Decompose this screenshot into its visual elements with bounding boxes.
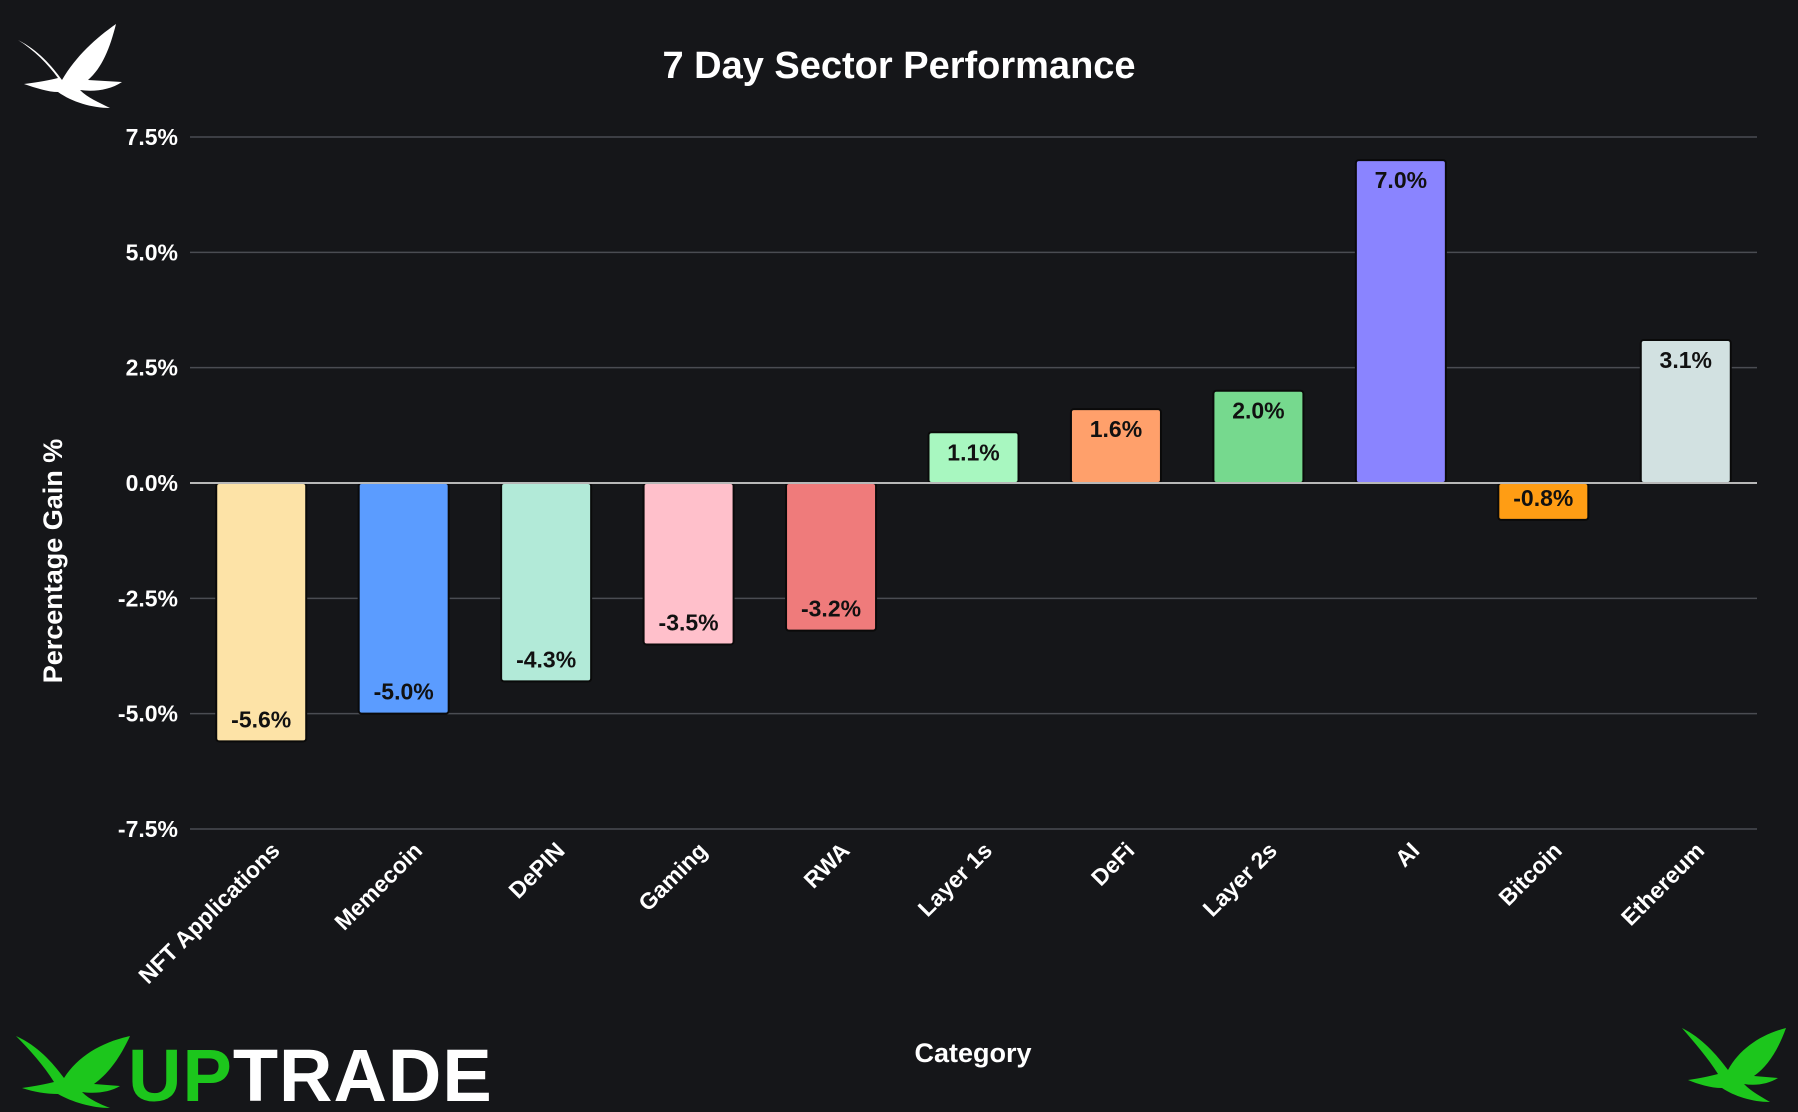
- data-label: 2.0%: [1232, 398, 1284, 424]
- x-tick-label: DeFi: [1086, 837, 1140, 891]
- x-tick-label: RWA: [799, 837, 855, 893]
- x-tick-label: Layer 1s: [913, 837, 997, 921]
- y-tick-label: -7.5%: [118, 816, 178, 842]
- data-label: 1.1%: [947, 439, 999, 465]
- brand-name-part1: UP: [128, 1034, 233, 1112]
- data-label: -0.8%: [1513, 485, 1573, 511]
- brand-bird-icon-right: [1682, 1028, 1786, 1102]
- brand-bird-icon: [16, 1036, 130, 1108]
- y-tick-label: -2.5%: [118, 585, 178, 611]
- x-axis-ticks: NFT Applications Memecoin DePIN Gaming RWA La…: [133, 837, 1709, 989]
- x-tick-label: Ethereum: [1616, 837, 1709, 930]
- brand-name-part2: TRADE: [233, 1034, 493, 1112]
- y-tick-label: 7.5%: [126, 124, 178, 150]
- y-axis-ticks: 7.5% 5.0% 2.5% 0.0% -2.5% -5.0% -7.5%: [118, 124, 178, 842]
- x-tick-label: Memecoin: [329, 837, 427, 935]
- data-label: -3.5%: [659, 609, 719, 635]
- x-tick-label: Layer 2s: [1198, 837, 1282, 921]
- x-axis-label: Category: [914, 1038, 1031, 1068]
- data-label: 1.6%: [1090, 416, 1142, 442]
- data-label: -3.2%: [801, 596, 861, 622]
- data-label: -4.3%: [516, 646, 576, 672]
- bird-logo-icon: [18, 24, 122, 108]
- bar: [1354, 159, 1447, 484]
- x-tick-label: DePIN: [503, 837, 569, 903]
- chart-title: 7 Day Sector Performance: [662, 45, 1135, 87]
- x-tick-label: NFT Applications: [133, 837, 285, 989]
- x-tick-label: Gaming: [633, 837, 712, 916]
- y-tick-label: 5.0%: [126, 239, 178, 265]
- y-axis-label: Percentage Gain %: [38, 439, 68, 684]
- data-label: 7.0%: [1375, 167, 1427, 193]
- y-tick-label: 0.0%: [126, 470, 178, 496]
- brand-name: UPTRADE: [128, 1034, 493, 1112]
- x-tick-label: Bitcoin: [1493, 837, 1567, 911]
- x-tick-label: AI: [1390, 837, 1425, 872]
- data-label: -5.6%: [231, 706, 291, 732]
- data-label: 3.1%: [1660, 347, 1712, 373]
- y-tick-label: -5.0%: [118, 701, 178, 727]
- data-label: -5.0%: [374, 679, 434, 705]
- data-labels: -5.6% -5.0% -4.3% -3.5% -3.2% 1.1% 1.6% 2.0% 7.0…: [231, 167, 1712, 732]
- bar: [215, 482, 308, 743]
- y-tick-label: 2.5%: [126, 355, 178, 381]
